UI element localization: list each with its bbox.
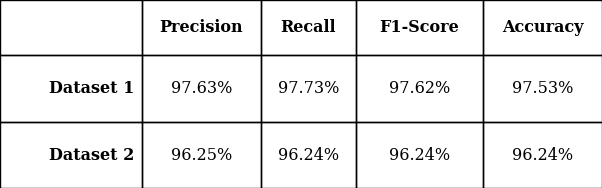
Bar (141, 0, 261, 55)
Bar (483, 55, 602, 122)
Bar (356, 0, 483, 55)
Bar (0, 55, 141, 122)
Bar (261, 55, 356, 122)
Text: 97.63%: 97.63% (170, 80, 232, 97)
Bar (483, 0, 602, 55)
Bar (261, 0, 356, 55)
Bar (483, 122, 602, 188)
Text: 97.73%: 97.73% (278, 80, 339, 97)
Text: 97.53%: 97.53% (512, 80, 573, 97)
Text: F1-Score: F1-Score (380, 19, 459, 36)
Text: Recall: Recall (281, 19, 336, 36)
Bar (141, 55, 261, 122)
Bar (356, 122, 483, 188)
Text: Dataset 1: Dataset 1 (49, 80, 134, 97)
Bar (261, 122, 356, 188)
Text: 97.62%: 97.62% (389, 80, 450, 97)
Text: Dataset 2: Dataset 2 (49, 147, 134, 164)
Text: 96.25%: 96.25% (170, 147, 232, 164)
Text: 96.24%: 96.24% (512, 147, 573, 164)
Text: 96.24%: 96.24% (278, 147, 339, 164)
Bar (0, 0, 141, 55)
Bar (0, 122, 141, 188)
Bar (356, 55, 483, 122)
Text: 96.24%: 96.24% (389, 147, 450, 164)
Text: Accuracy: Accuracy (501, 19, 583, 36)
Bar (141, 122, 261, 188)
Text: Precision: Precision (160, 19, 243, 36)
